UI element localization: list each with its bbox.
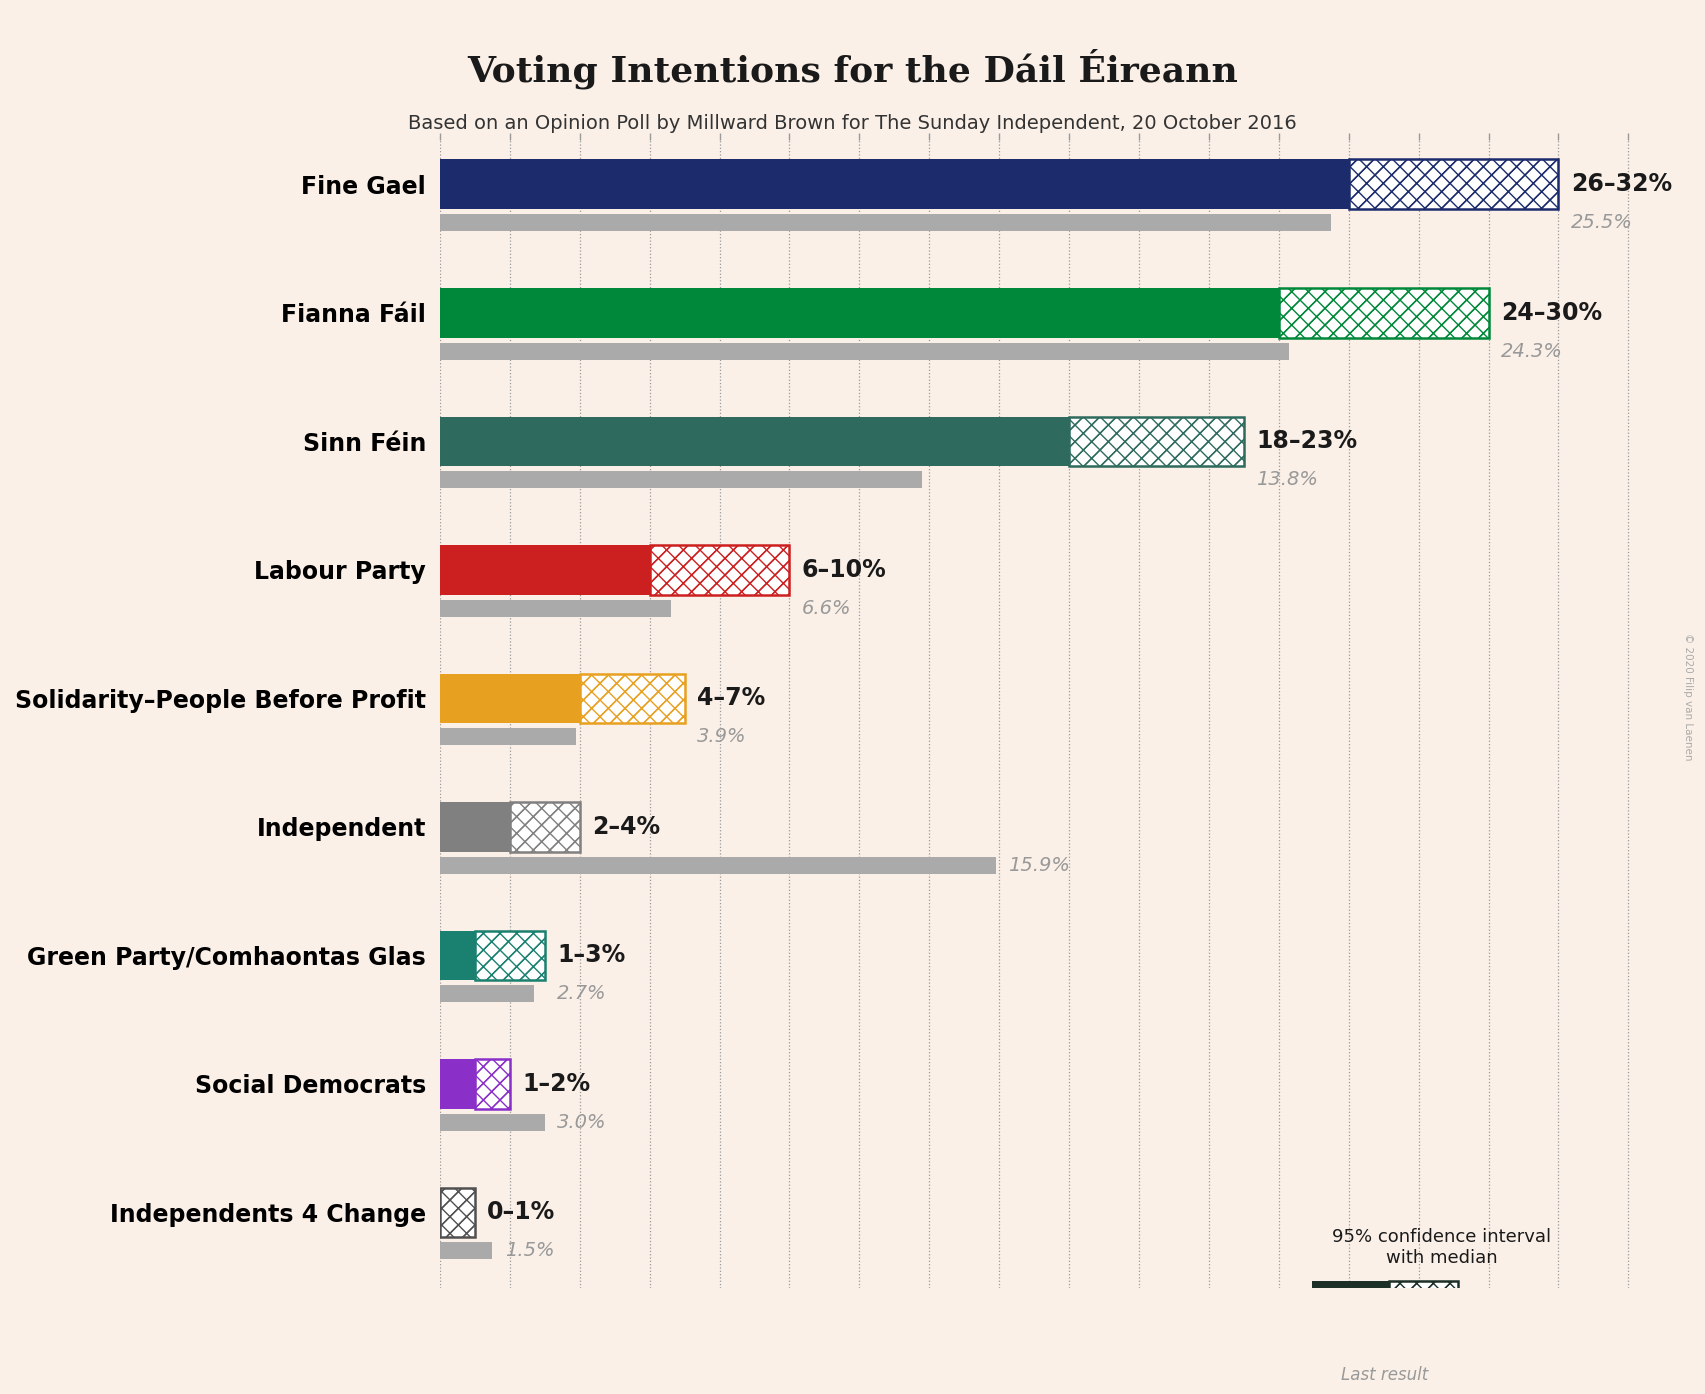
- Bar: [440, 1114, 546, 1131]
- Bar: [580, 673, 685, 723]
- Bar: [440, 289, 1279, 337]
- Text: Voting Intentions for the Dáil Éireann: Voting Intentions for the Dáil Éireann: [467, 49, 1238, 89]
- Bar: [440, 1059, 476, 1108]
- Text: © 2020 Filip van Laenen: © 2020 Filip van Laenen: [1683, 633, 1693, 761]
- Bar: [476, 1059, 510, 1108]
- Text: 3.0%: 3.0%: [558, 1112, 607, 1132]
- Text: 2–4%: 2–4%: [592, 814, 660, 839]
- Bar: [1349, 159, 1558, 209]
- Bar: [1069, 417, 1245, 466]
- Bar: [1279, 289, 1488, 337]
- Text: 18–23%: 18–23%: [1257, 429, 1357, 453]
- Bar: [1349, 159, 1558, 209]
- Bar: [440, 802, 510, 852]
- Text: 24–30%: 24–30%: [1500, 301, 1603, 325]
- Text: 25.5%: 25.5%: [1570, 213, 1633, 233]
- Bar: [440, 1188, 476, 1236]
- Bar: [476, 931, 546, 980]
- Bar: [650, 545, 789, 594]
- Bar: [440, 417, 1069, 466]
- Text: 13.8%: 13.8%: [1257, 470, 1318, 489]
- Bar: [440, 986, 534, 1002]
- Text: 1–3%: 1–3%: [558, 944, 626, 967]
- Bar: [1349, 159, 1558, 209]
- Bar: [440, 1188, 476, 1236]
- Bar: [1279, 289, 1488, 337]
- Bar: [1390, 1281, 1458, 1326]
- Bar: [440, 159, 1349, 209]
- Bar: [440, 1188, 476, 1236]
- Bar: [510, 802, 580, 852]
- Bar: [440, 728, 576, 746]
- Bar: [440, 343, 1289, 360]
- Text: 2.7%: 2.7%: [558, 984, 607, 1004]
- Text: 4–7%: 4–7%: [697, 686, 766, 711]
- Text: 6–10%: 6–10%: [801, 558, 887, 581]
- Bar: [1390, 1281, 1458, 1326]
- Bar: [476, 931, 546, 980]
- Bar: [1313, 1337, 1458, 1355]
- Bar: [1313, 1281, 1390, 1326]
- Text: 95% confidence interval
with median: 95% confidence interval with median: [1332, 1228, 1552, 1267]
- Bar: [440, 215, 1332, 231]
- Bar: [1279, 289, 1488, 337]
- Bar: [440, 1242, 493, 1259]
- Text: 26–32%: 26–32%: [1570, 173, 1673, 197]
- Text: Last result: Last result: [1342, 1366, 1429, 1384]
- Bar: [476, 1059, 510, 1108]
- Bar: [650, 545, 789, 594]
- Text: Based on an Opinion Poll by Millward Brown for The Sunday Independent, 20 Octobe: Based on an Opinion Poll by Millward Bro…: [407, 114, 1298, 134]
- Bar: [580, 673, 685, 723]
- Text: 0–1%: 0–1%: [488, 1200, 556, 1224]
- Bar: [476, 931, 546, 980]
- Bar: [580, 673, 685, 723]
- Text: 15.9%: 15.9%: [1008, 856, 1069, 875]
- Bar: [440, 857, 996, 874]
- Bar: [1069, 417, 1245, 466]
- Bar: [510, 802, 580, 852]
- Bar: [440, 931, 476, 980]
- Bar: [440, 545, 650, 594]
- Bar: [440, 471, 922, 488]
- Text: 6.6%: 6.6%: [801, 599, 851, 618]
- Bar: [650, 545, 789, 594]
- Text: 3.9%: 3.9%: [697, 728, 747, 746]
- Text: 1–2%: 1–2%: [522, 1072, 590, 1096]
- Bar: [440, 673, 580, 723]
- Bar: [440, 599, 670, 618]
- Text: 1.5%: 1.5%: [505, 1242, 554, 1260]
- Bar: [476, 1059, 510, 1108]
- Bar: [1390, 1281, 1458, 1326]
- Bar: [1069, 417, 1245, 466]
- Text: 24.3%: 24.3%: [1500, 342, 1563, 361]
- Bar: [510, 802, 580, 852]
